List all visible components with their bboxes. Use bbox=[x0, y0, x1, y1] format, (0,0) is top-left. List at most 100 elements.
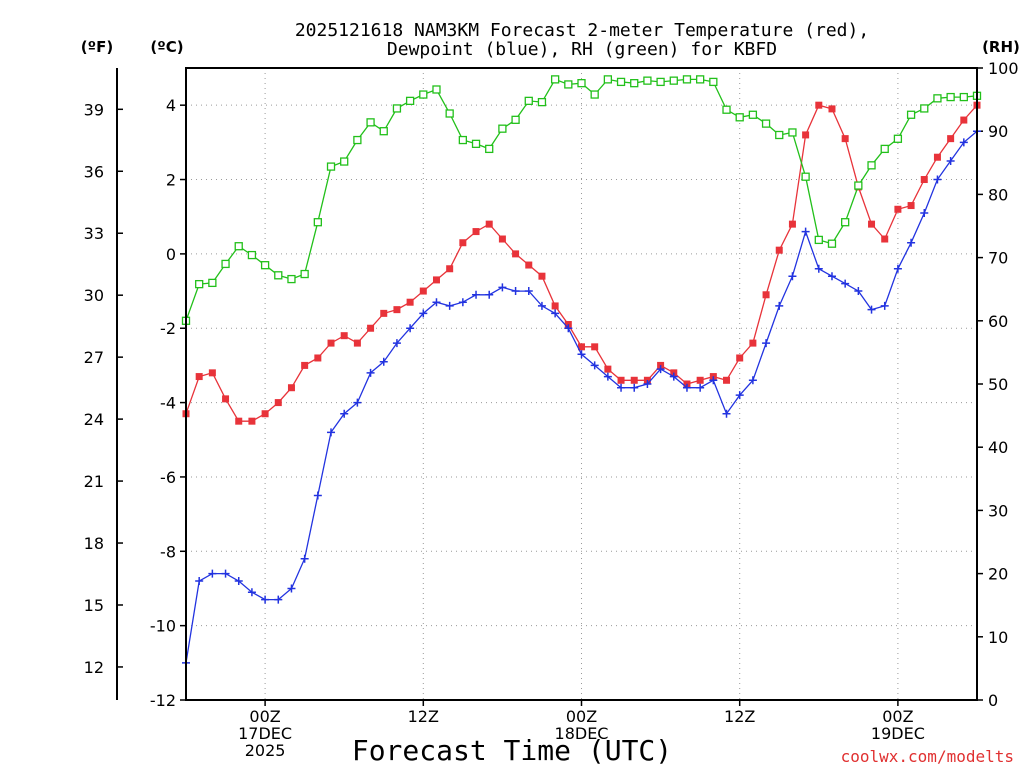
temperature-point bbox=[393, 306, 401, 314]
rh-point bbox=[419, 90, 428, 99]
dewpoint-point bbox=[709, 376, 718, 385]
rh-point bbox=[841, 218, 850, 227]
dewpoint-point bbox=[643, 380, 652, 388]
fahrenheit-tick-label: 12 bbox=[84, 658, 104, 677]
temperature-point bbox=[367, 324, 375, 332]
dewpoint-point bbox=[801, 227, 810, 236]
dewpoint-point bbox=[617, 383, 626, 392]
temperature-point bbox=[841, 135, 849, 143]
plot-frame bbox=[185, 67, 978, 701]
temperature-point bbox=[578, 343, 585, 351]
x-tick-label: 12Z bbox=[408, 707, 439, 726]
dewpoint-point bbox=[669, 372, 678, 381]
temperature-point bbox=[419, 287, 427, 295]
dewpoint-point bbox=[406, 324, 415, 333]
rh-point bbox=[458, 135, 468, 145]
fahrenheit-tick-label: 18 bbox=[84, 534, 104, 553]
x-tick-label: 00Z bbox=[249, 707, 280, 726]
x-tick-label: 00Z bbox=[882, 707, 913, 726]
rh-tick-label: 30 bbox=[988, 501, 1008, 520]
celsius-tick-label: 0 bbox=[166, 245, 176, 264]
rh-point bbox=[221, 259, 230, 269]
temperature-point bbox=[551, 302, 559, 310]
temperature-point bbox=[538, 272, 546, 280]
rh-point bbox=[867, 161, 876, 170]
fahrenheit-tick-label: 24 bbox=[84, 410, 104, 429]
temperature-point bbox=[696, 376, 704, 384]
rh-tick-label: 100 bbox=[988, 59, 1019, 78]
temperature-point bbox=[815, 101, 823, 109]
rh-point bbox=[722, 105, 731, 114]
celsius-unit-label: (ºC) bbox=[150, 38, 183, 56]
fahrenheit-tick-label: 36 bbox=[84, 162, 104, 181]
rh-point bbox=[643, 76, 652, 85]
temperature-point bbox=[947, 135, 955, 143]
chart-title-line2: Dewpoint (blue), RH (green) for KBFD bbox=[387, 39, 777, 60]
temperature-point bbox=[788, 220, 796, 228]
temperature-point bbox=[617, 376, 625, 384]
temperature-point bbox=[432, 276, 440, 284]
dewpoint-point bbox=[511, 287, 520, 296]
x-tick-label: 18DEC bbox=[555, 724, 609, 743]
dewpoint-point bbox=[564, 324, 573, 333]
rh-line bbox=[185, 78, 978, 322]
rh-point bbox=[405, 96, 415, 106]
rh-point bbox=[696, 75, 705, 84]
rh-point bbox=[300, 269, 309, 279]
x-tick-label: 2025 bbox=[245, 741, 286, 760]
temperature-point bbox=[301, 361, 309, 369]
temperature-point bbox=[802, 131, 810, 139]
rh-point bbox=[880, 144, 889, 154]
temperature-point bbox=[894, 205, 902, 213]
dewpoint-point bbox=[867, 305, 876, 314]
dewpoint-point bbox=[788, 272, 797, 281]
temperature-point bbox=[512, 250, 520, 258]
dewpoint-point bbox=[814, 264, 823, 273]
dewpoint-point bbox=[603, 372, 612, 381]
temperature-point bbox=[327, 339, 335, 347]
dewpoint-point bbox=[735, 391, 744, 400]
rh-point bbox=[392, 104, 402, 113]
rh-point bbox=[353, 135, 362, 145]
celsius-tick-label: -6 bbox=[160, 468, 176, 487]
temperature-point bbox=[340, 332, 348, 340]
dewpoint-point bbox=[458, 298, 467, 307]
temperature-point bbox=[881, 235, 889, 243]
fahrenheit-tick-label: 33 bbox=[84, 224, 104, 243]
rh-tick-label: 20 bbox=[988, 565, 1008, 584]
dewpoint-point bbox=[287, 584, 296, 593]
dewpoint-point bbox=[392, 339, 401, 348]
axes: 12151821242730333639-12-10-8-6-4-2024010… bbox=[84, 59, 1019, 760]
dewpoint-point bbox=[959, 138, 968, 147]
dewpoint-point bbox=[221, 569, 230, 578]
temperature-point bbox=[868, 220, 876, 228]
dewpoint-point bbox=[590, 361, 599, 370]
dewpoint-point bbox=[327, 428, 336, 437]
dewpoint-point bbox=[762, 339, 771, 348]
dewpoint-point bbox=[656, 365, 665, 374]
temperature-point bbox=[353, 339, 361, 347]
rh-point bbox=[801, 172, 810, 181]
rh-tick-label: 40 bbox=[988, 438, 1008, 457]
rh-point bbox=[379, 127, 388, 136]
rh-point bbox=[550, 75, 560, 84]
rh-point bbox=[788, 128, 797, 137]
rh-point bbox=[247, 250, 257, 260]
temperature-point bbox=[604, 365, 612, 373]
rh-point bbox=[946, 92, 955, 102]
rh-point bbox=[511, 115, 520, 124]
fahrenheit-tick-label: 39 bbox=[84, 100, 104, 119]
rh-point bbox=[814, 235, 823, 245]
dewpoint-point bbox=[537, 301, 546, 310]
temperature-point bbox=[314, 354, 322, 362]
dewpoint-point bbox=[880, 301, 889, 310]
dewpoint-point bbox=[274, 595, 283, 604]
dewpoint-point bbox=[313, 491, 322, 500]
dewpoint-point bbox=[432, 298, 441, 307]
temperature-point bbox=[380, 309, 388, 317]
x-tick-label: 17DEC bbox=[238, 724, 292, 743]
rh-point bbox=[577, 79, 586, 88]
temperature-point bbox=[723, 376, 731, 384]
temperature-point bbox=[498, 235, 506, 243]
